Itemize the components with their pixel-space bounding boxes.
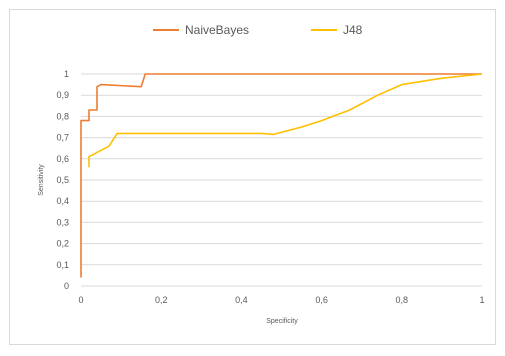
x-tick-label: 0,2 (155, 295, 168, 305)
y-tick-label: 0,6 (56, 154, 69, 164)
legend: NaiveBayes J48 (153, 23, 363, 37)
chart-area (9, 9, 496, 345)
x-tick-label: 0 (78, 295, 83, 305)
legend-label-naivebayes: NaiveBayes (185, 23, 249, 37)
y-tick-label: 0,3 (56, 217, 69, 227)
series-lines (80, 73, 483, 278)
x-axis-title: Specificity (266, 318, 298, 325)
y-tick-label: 0,5 (56, 175, 69, 185)
x-tick-label: 0,8 (396, 295, 409, 305)
series-line-naivebayes (80, 73, 482, 278)
legend-label-j48: J48 (343, 23, 363, 37)
y-tick-label: 0,8 (56, 111, 69, 121)
axes: 0 0,1 0,2 0,3 0,4 0,5 0,6 0,7 0,8 0,9 1 0 0,2 0,4 0,6 0… (56, 69, 484, 305)
x-tick-label: 0,4 (235, 295, 248, 305)
y-tick-label: 1 (64, 69, 69, 79)
y-tick-label: 0,9 (56, 90, 69, 100)
y-tick-label: 0,2 (56, 239, 69, 249)
y-tick-label: 0,7 (56, 133, 69, 143)
y-tick-label: 0,1 (56, 260, 69, 270)
x-tick-label: 0,6 (315, 295, 328, 305)
y-axis-title: Sensitivity (38, 164, 45, 196)
series-line-j48 (88, 73, 483, 168)
y-tick-label: 0 (64, 281, 69, 291)
x-tick-label: 1 (479, 295, 484, 305)
gridlines (81, 73, 482, 266)
y-tick-label: 0,4 (56, 196, 69, 206)
